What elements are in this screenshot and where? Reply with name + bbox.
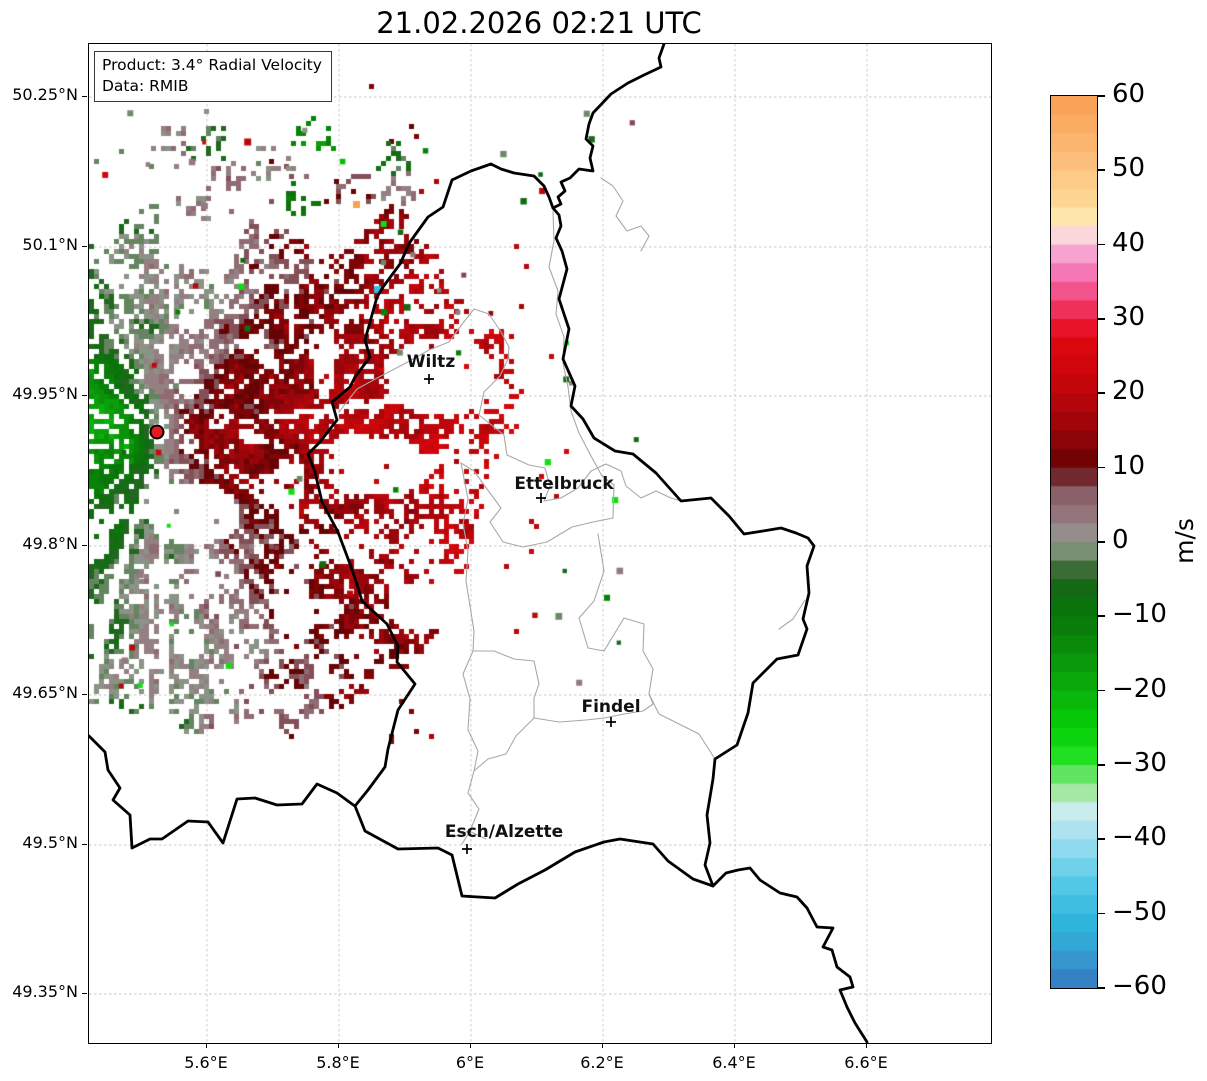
city-label-esch-alzette: Esch/Alzette [444,822,564,842]
x-tick-mark [206,1043,208,1048]
colorbar-tick-label: 20 [1112,376,1146,407]
colorbar [1050,95,1098,989]
city-label-findel: Findel [581,697,641,717]
district-border [778,599,806,630]
x-tick-label: 6.4°E [712,1053,756,1072]
colorbar-tick-mark [1098,466,1105,469]
colorbar-tick-mark [1098,169,1105,171]
district-border [452,830,487,840]
y-tick-label: 49.8°N [22,534,78,553]
colorbar-tick-label: −40 [1112,822,1167,853]
x-tick-label: 6.6°E [844,1053,888,1072]
city-label-ettelbruck: Ettelbruck [514,474,614,494]
y-tick-mark [82,844,87,846]
product-info-box: Product: 3.4° Radial Velocity Data: RMIB [94,51,332,103]
x-tick-label: 6°E [455,1053,485,1072]
district-border [460,462,480,845]
x-tick-label: 6.2°E [580,1053,624,1072]
map-plot-area: Product: 3.4° Radial Velocity Data: RMIB… [88,43,992,1044]
city-marker-icon [606,717,616,727]
colorbar-tick-label: −60 [1112,971,1167,1001]
colorbar-tick-mark [1098,318,1105,320]
colorbar-tick-label: 0 [1112,525,1129,555]
city-marker-icon [536,493,546,503]
colorbar-tick-mark [1098,689,1105,692]
colorbar-tick-mark [1098,541,1105,543]
colorbar-tick-mark [1098,987,1105,989]
y-tick-label: 50.25°N [12,85,78,104]
city-marker-icon [424,374,434,384]
colorbar-gradient [1050,95,1098,989]
radar-site-marker [149,424,165,440]
colorbar-tick-label: −10 [1112,599,1167,630]
product-label: Product: 3.4° Radial Velocity [102,56,322,74]
y-tick-mark [82,993,87,995]
y-tick-mark [82,545,87,547]
x-tick-label: 5.6°E [184,1053,228,1072]
colorbar-tick-mark [1098,392,1105,394]
y-tick-mark [82,694,87,696]
city-marker-icon [462,844,472,854]
colorbar-tick-label: −30 [1112,748,1167,778]
y-tick-mark [82,246,87,248]
y-tick-mark [82,395,87,397]
x-tick-mark [734,1043,736,1048]
borders-layer [89,44,869,1043]
country-border-fr-de [711,866,869,1043]
colorbar-tick-mark [1098,838,1105,840]
district-border [548,210,615,486]
y-tick-label: 50.1°N [22,235,78,254]
colorbar-tick-label: 40 [1112,227,1146,258]
colorbar-tick-label: 50 [1112,153,1146,184]
district-border [600,177,650,252]
colorbar-tick-mark [1098,95,1105,97]
district-border [338,308,551,502]
y-tick-label: 49.35°N [12,982,78,1001]
colorbar-tick-mark [1098,243,1105,246]
x-tick-mark [338,1043,340,1048]
data-source-label: Data: RMIB [102,76,189,95]
y-tick-label: 49.5°N [22,833,78,852]
colorbar-tick-mark [1098,912,1105,915]
colorbar-tick-mark [1098,764,1105,766]
country-border-be-de [551,44,666,210]
x-tick-label: 5.8°E [316,1053,360,1072]
colorbar-unit-label: m/s [1169,518,1199,564]
y-tick-mark [82,96,87,98]
y-tick-label: 49.65°N [12,683,78,702]
x-tick-mark [470,1043,472,1048]
district-border [472,650,540,772]
city-label-wiltz: Wiltz [406,352,456,372]
colorbar-tick-label: 10 [1112,450,1146,481]
figure-title: 21.02.2026 02:21 UTC [376,6,702,40]
country-border-be-fr [89,734,357,850]
district-border [543,463,682,502]
colorbar-tick-label: 30 [1112,302,1146,332]
district-border [578,533,716,760]
colorbar-tick-mark [1098,615,1105,617]
colorbar-tick-label: −20 [1112,673,1167,704]
district-border [533,693,654,723]
country-border-luxembourg [306,162,816,900]
x-tick-mark [602,1043,604,1048]
x-tick-mark [866,1043,868,1048]
district-border [460,462,615,548]
colorbar-tick-label: −50 [1112,896,1167,927]
colorbar-tick-label: 60 [1112,79,1146,109]
y-tick-label: 49.95°N [12,384,78,403]
